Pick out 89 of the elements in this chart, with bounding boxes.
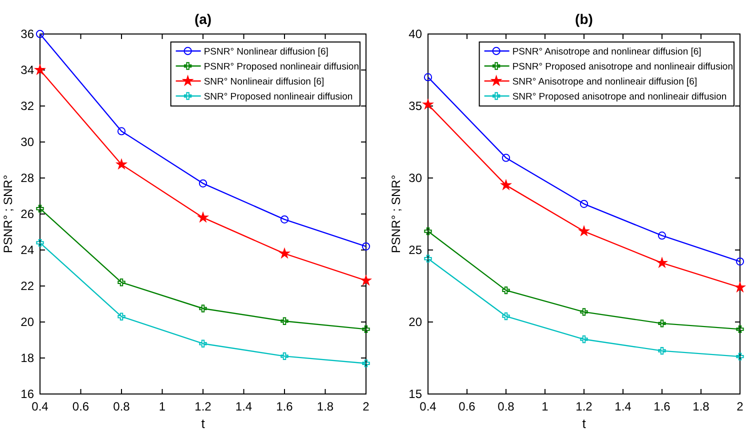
point: [198, 212, 208, 222]
x-tick-label: 0.8: [113, 400, 130, 414]
legend-label: PSNR° Nonlinear diffusion [6]: [204, 46, 328, 58]
y-tick-label: 30: [408, 170, 422, 185]
point: [735, 282, 745, 292]
point: [501, 180, 511, 190]
y-tick-label: 22: [20, 278, 34, 293]
x-tick-label: 0.6: [458, 400, 476, 414]
point: [658, 320, 666, 328]
x-tick-label: 0.8: [498, 400, 515, 414]
point: [424, 73, 432, 82]
point: [117, 127, 126, 136]
legend-label: PSNR° Proposed anisotrope and nonlineair diffusion: [512, 62, 733, 72]
legend-label: SNR° Anisotrope and nonlineair diffusion [6]: [512, 76, 698, 88]
point: [424, 254, 432, 262]
point: [736, 257, 744, 266]
x-tick-label: 1.4: [235, 400, 252, 414]
y-axis-title: PSNR° ; SNR°: [389, 174, 403, 254]
point: [118, 312, 126, 320]
point: [657, 258, 667, 268]
y-tick-label: 15: [408, 386, 422, 401]
x-tick-label: 0.4: [420, 400, 437, 414]
point: [36, 238, 44, 247]
y-tick-label: 20: [20, 314, 34, 329]
y-tick-label: 32: [20, 98, 34, 113]
point: [35, 64, 45, 74]
point: [502, 312, 510, 320]
point: [361, 275, 371, 285]
point: [280, 215, 289, 224]
y-tick-label: 36: [20, 26, 34, 41]
legend-label: PSNR° Proposed nonlineair diffusion: [204, 62, 359, 72]
x-tick-label: 1.6: [276, 400, 294, 414]
legend-label: SNR° Nonlineair diffusion [6]: [204, 76, 324, 88]
y-tick-label: 24: [20, 242, 34, 257]
x-tick-label: 1: [158, 400, 166, 414]
y-tick-label: 16: [20, 386, 34, 401]
x-tick-label: 1: [542, 400, 549, 414]
point: [736, 352, 744, 360]
chart-title: (b): [575, 11, 593, 27]
y-tick-label: 28: [20, 170, 34, 185]
x-tick-label: 1.2: [576, 400, 593, 414]
y-tick-label: 35: [408, 98, 422, 113]
point: [424, 227, 432, 236]
x-axis-title: t: [201, 416, 206, 431]
y-tick-label: 40: [408, 26, 422, 41]
y-tick-label: 18: [20, 350, 34, 365]
y-tick-label: 30: [20, 134, 34, 149]
point: [579, 226, 589, 236]
legend-label: PSNR° Anisotrope and nonlinear diffusion [6]: [512, 46, 702, 58]
legend-label: SNR° Proposed nonlineair diffusion: [204, 92, 353, 102]
x-tick-label: 0.4: [32, 400, 49, 414]
legend-label: SNR° Proposed anisotrope and nonlineair diffusion: [512, 92, 727, 102]
point: [658, 232, 666, 240]
point: [736, 325, 744, 334]
y-tick-label: 26: [20, 206, 34, 221]
point: [658, 346, 666, 355]
y-tick-label: 34: [20, 62, 34, 77]
point: [36, 204, 44, 212]
x-axis-title: t: [582, 416, 586, 431]
chart-title: (a): [194, 11, 212, 27]
point: [423, 99, 433, 109]
point: [580, 308, 588, 316]
y-tick-label: 20: [408, 314, 422, 329]
x-tick-label: 1.8: [316, 400, 334, 414]
point: [199, 340, 207, 348]
point: [118, 278, 126, 286]
y-tick-label: 25: [408, 242, 422, 257]
point: [362, 360, 370, 368]
x-tick-label: 0.6: [72, 400, 90, 414]
y-axis-title: PSNR° ; SNR°: [1, 174, 15, 254]
point: [280, 352, 288, 360]
x-tick-label: 1.4: [614, 400, 632, 414]
point: [580, 335, 588, 344]
point: [502, 286, 510, 294]
point: [502, 154, 510, 162]
point: [362, 325, 370, 334]
x-tick-label: 1.8: [692, 400, 710, 414]
x-tick-label: 2: [736, 400, 744, 414]
x-tick-label: 1.2: [194, 400, 212, 414]
point: [198, 179, 208, 188]
point: [36, 30, 44, 38]
point: [280, 248, 290, 258]
point: [362, 242, 370, 250]
point: [199, 304, 207, 312]
point: [280, 317, 288, 325]
point: [580, 200, 588, 208]
x-tick-label: 1.6: [654, 400, 671, 414]
x-tick-label: 2: [362, 400, 370, 414]
point: [116, 159, 126, 169]
